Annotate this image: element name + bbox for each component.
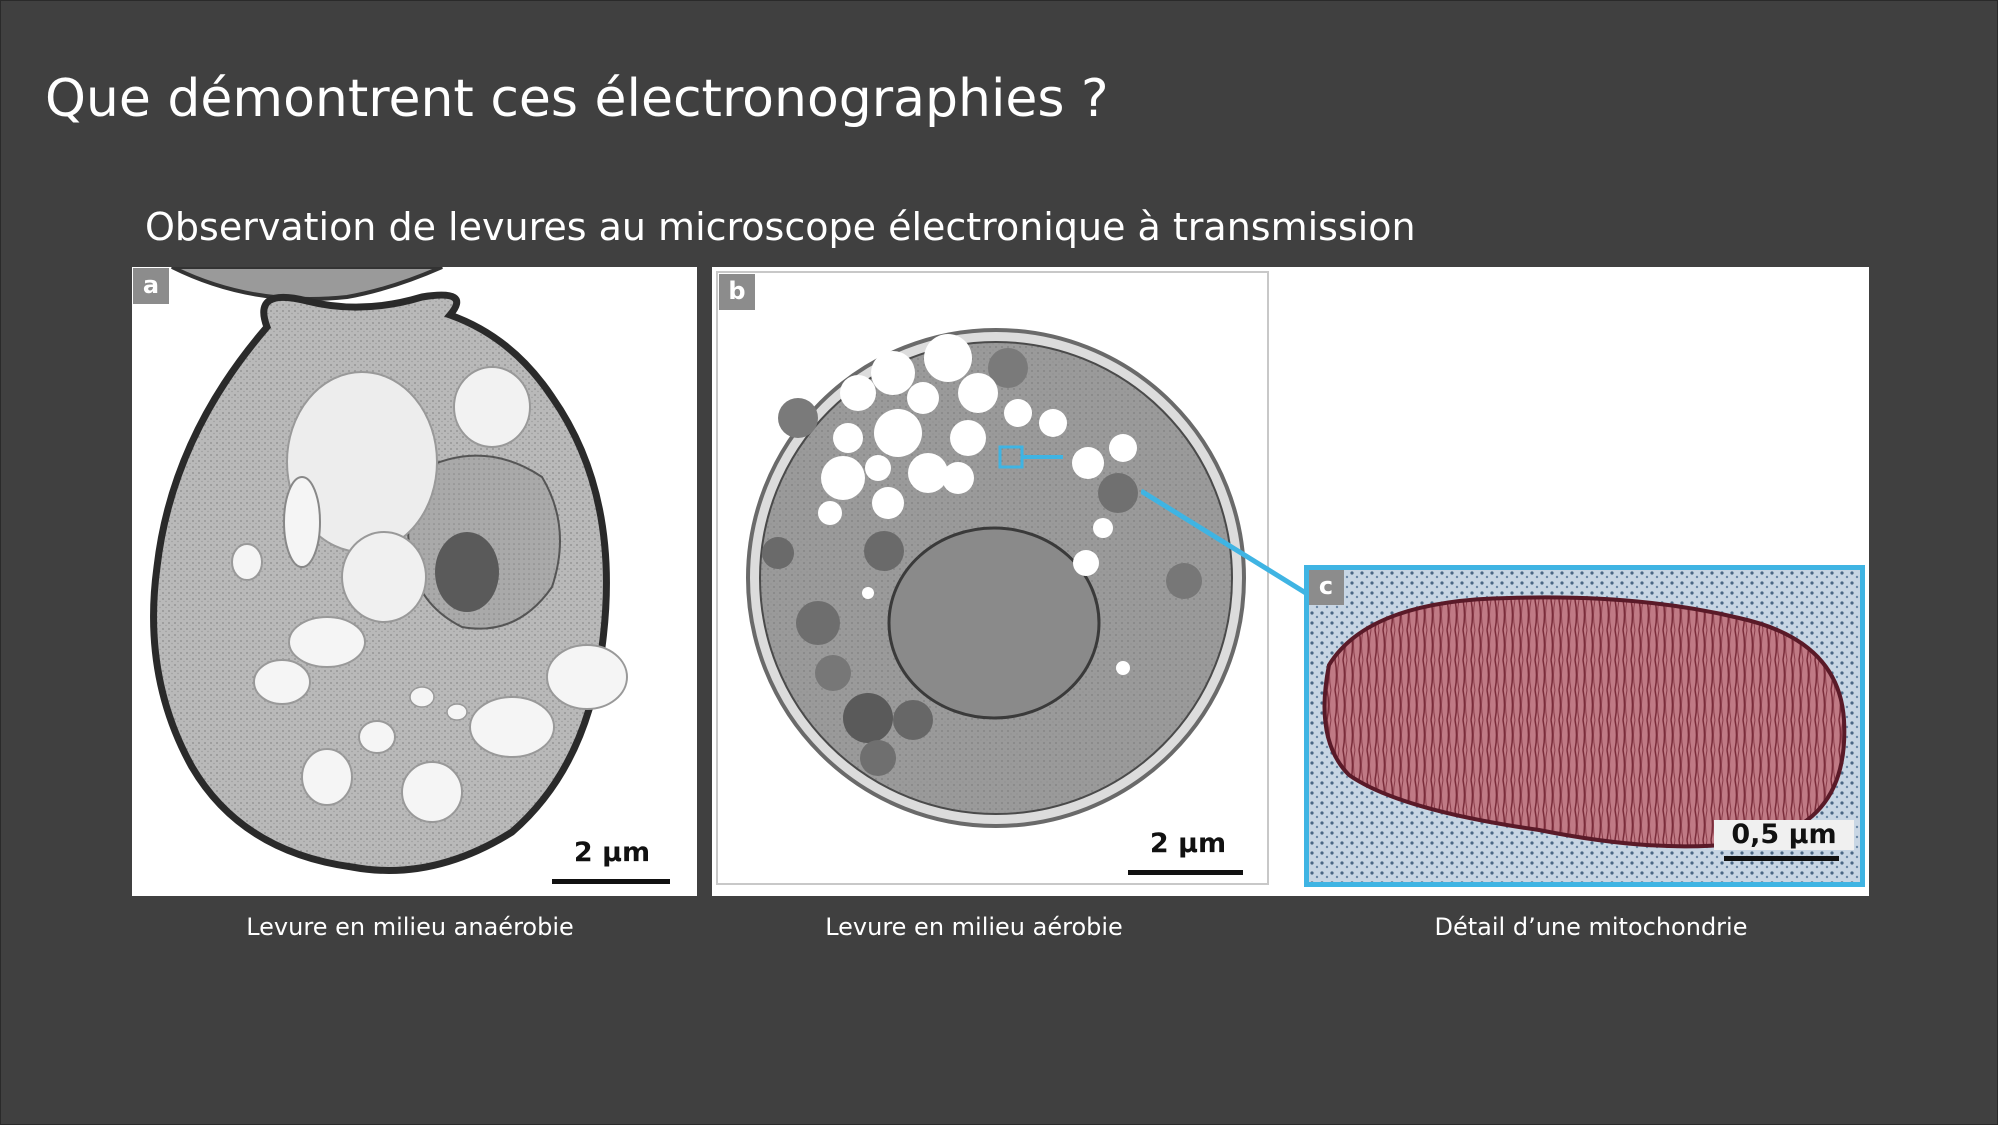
- scale-bar-c: [1724, 856, 1839, 861]
- panel-letter-c: c: [1309, 570, 1344, 605]
- zoom-connector-line: [1141, 489, 1311, 598]
- scale-label-a: 2 µm: [573, 837, 651, 868]
- slide-subtitle: Observation de levures au microscope éle…: [145, 205, 1416, 249]
- slide-title: Que démontrent ces électronographies ?: [45, 69, 1109, 129]
- caption-b: Levure en milieu aérobie: [825, 913, 1123, 941]
- mitochondria-detail-image: [1309, 570, 1860, 882]
- micrograph-c: c 0,5 µm: [1304, 565, 1865, 887]
- panel-letter-b: b: [719, 274, 755, 310]
- scale-bar-a: [552, 879, 670, 884]
- yeast-aerobic-image: [746, 328, 1246, 828]
- caption-c: Détail d’une mitochondrie: [1434, 913, 1748, 941]
- scale-label-c: 0,5 µm: [1714, 820, 1854, 850]
- caption-a: Levure en milieu anaérobie: [246, 913, 574, 941]
- scale-label-b: 2 µm: [1149, 828, 1227, 859]
- panel-letter-a: a: [133, 268, 169, 304]
- scale-bar-b: [1128, 870, 1243, 875]
- micrograph-a: a 2 µm: [132, 267, 697, 896]
- yeast-anaerobic-image: [150, 267, 628, 874]
- micrograph-b: b 2 µm: [716, 271, 1269, 885]
